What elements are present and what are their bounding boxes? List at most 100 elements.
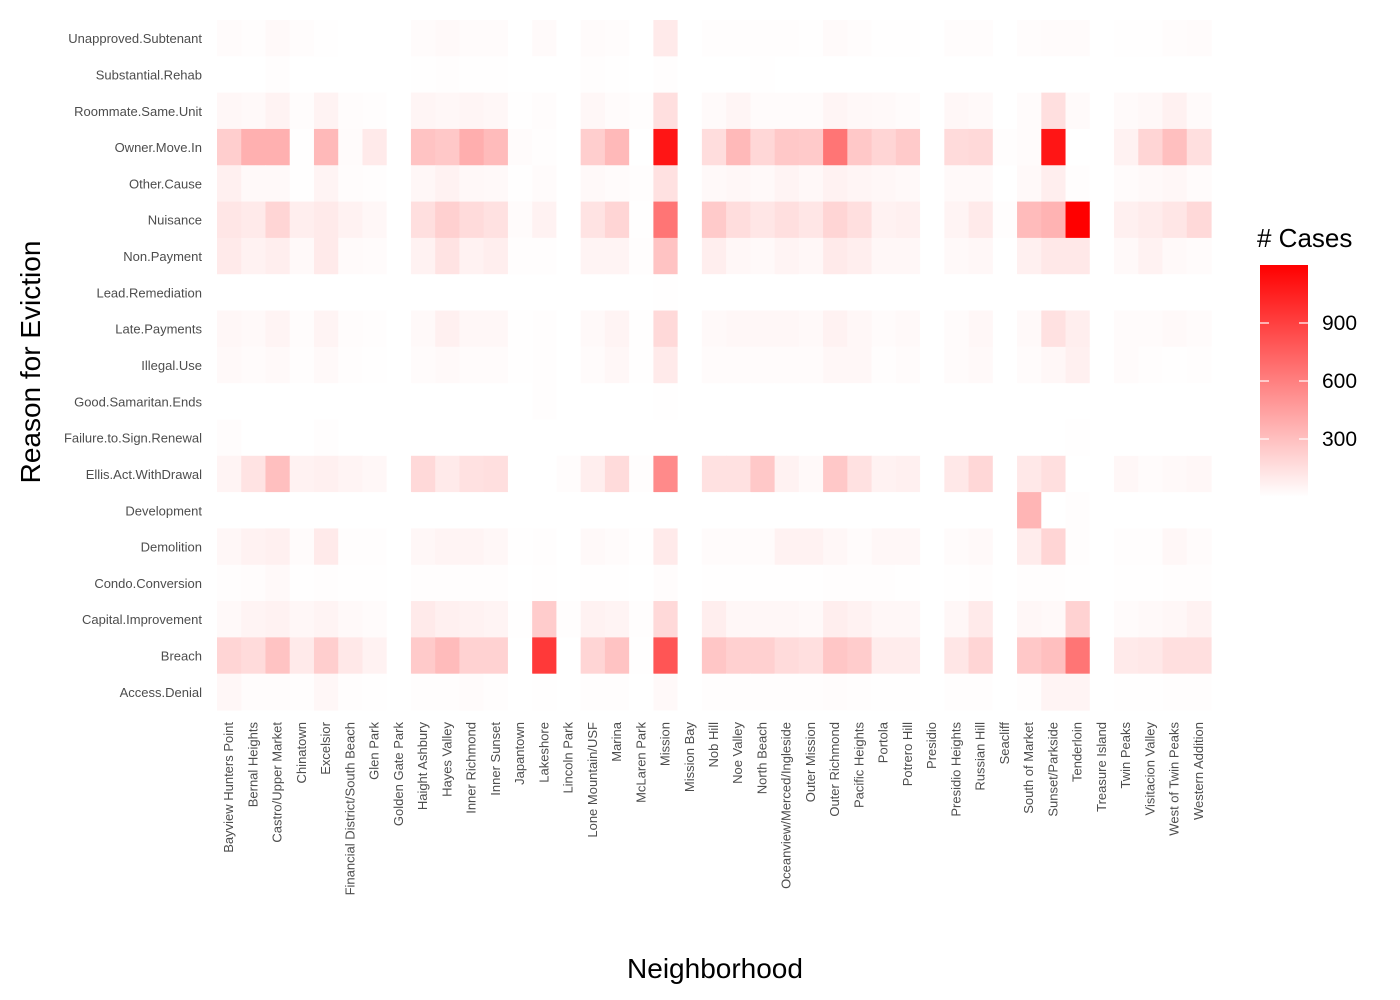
- heatmap-cell: [653, 92, 679, 130]
- heatmap-cell: [895, 383, 921, 421]
- heatmap-cell: [1162, 165, 1188, 203]
- heatmap-cell: [798, 528, 824, 566]
- heatmap-cell: [871, 201, 897, 239]
- heatmap-cell: [289, 92, 315, 130]
- heatmap-cell: [944, 20, 970, 57]
- heatmap-cell: [1114, 383, 1139, 421]
- heatmap-cell: [313, 637, 339, 675]
- heatmap-cell: [750, 165, 776, 203]
- x-tick-label: North Beach: [754, 722, 769, 794]
- heatmap-cell: [847, 637, 873, 675]
- heatmap-cell: [435, 128, 461, 166]
- heatmap-cell: [847, 346, 873, 384]
- heatmap-cell: [920, 455, 945, 493]
- heatmap-cell: [532, 528, 558, 566]
- heatmap-cell: [1041, 455, 1067, 493]
- heatmap-cell: [556, 455, 582, 493]
- heatmap-cell: [629, 310, 654, 348]
- heatmap-cell: [1065, 20, 1091, 57]
- heatmap-cell: [823, 528, 848, 566]
- heatmap-cell: [944, 201, 970, 239]
- heatmap-cell: [944, 564, 970, 602]
- heatmap-cell: [386, 20, 412, 57]
- heatmap-cell: [1017, 564, 1042, 602]
- heatmap-cell: [1089, 564, 1115, 602]
- heatmap-cell: [1065, 564, 1091, 602]
- x-tick-label: Mission Bay: [682, 722, 697, 793]
- heatmap-cell: [774, 128, 800, 166]
- heatmap-cell: [920, 383, 945, 421]
- heatmap-cell: [313, 20, 339, 57]
- heatmap-cell: [217, 165, 242, 203]
- heatmap-cell: [968, 165, 994, 203]
- heatmap-cell: [241, 346, 267, 384]
- heatmap-cell: [847, 92, 873, 130]
- heatmap-cell: [459, 383, 485, 421]
- heatmap-cell: [895, 310, 921, 348]
- heatmap-cell: [556, 528, 582, 566]
- heatmap-cell: [1089, 419, 1115, 457]
- heatmap-cell: [435, 601, 461, 638]
- heatmap-cell: [1138, 564, 1164, 602]
- heatmap-cell: [1162, 56, 1188, 94]
- heatmap-cell: [289, 383, 315, 421]
- heatmap-cell: [217, 528, 242, 566]
- y-axis-title: Reason for Eviction: [15, 241, 46, 484]
- heatmap-cell: [1138, 528, 1164, 566]
- heatmap-cell: [798, 201, 824, 239]
- y-tick-label: Ellis.Act.WithDrawal: [86, 467, 202, 482]
- heatmap-cell: [289, 310, 315, 348]
- heatmap-cell: [701, 492, 727, 530]
- heatmap-cell: [1186, 673, 1212, 711]
- x-tick-label: McLaren Park: [633, 722, 648, 803]
- heatmap-cell: [532, 310, 558, 348]
- heatmap-cell: [798, 274, 824, 312]
- heatmap-cell: [1162, 564, 1188, 602]
- heatmap-cell: [507, 20, 533, 57]
- heatmap-cell: [726, 346, 751, 384]
- heatmap-cell: [580, 673, 606, 711]
- heatmap-cell: [386, 564, 412, 602]
- heatmap-cell: [265, 419, 291, 457]
- heatmap-cell: [507, 637, 533, 675]
- heatmap-cell: [459, 56, 485, 94]
- heatmap-cell: [313, 237, 339, 275]
- heatmap-cell: [847, 492, 873, 530]
- heatmap-cell: [532, 673, 558, 711]
- y-tick-label: Good.Samaritan.Ends: [74, 394, 202, 409]
- heatmap-cell: [217, 383, 242, 421]
- heatmap-cell: [798, 673, 824, 711]
- heatmap-cell: [241, 383, 267, 421]
- heatmap-cell: [629, 56, 654, 94]
- heatmap-cell: [1186, 637, 1212, 675]
- x-tick-label: Golden Gate Park: [391, 722, 406, 827]
- heatmap-cell: [1186, 310, 1212, 348]
- heatmap-cell: [580, 419, 606, 457]
- heatmap-cell: [580, 346, 606, 384]
- heatmap-cell: [992, 528, 1018, 566]
- heatmap-cell: [313, 128, 339, 166]
- heatmap-cell: [338, 56, 364, 94]
- heatmap-cell: [604, 673, 630, 711]
- heatmap-cell: [1162, 383, 1188, 421]
- heatmap-cell: [1089, 455, 1115, 493]
- heatmap-cell: [750, 56, 776, 94]
- heatmap-cell: [629, 455, 654, 493]
- heatmap-cell: [217, 637, 242, 675]
- heatmap-cell: [556, 201, 582, 239]
- heatmap-cell: [895, 637, 921, 675]
- x-tick-label: Visitacion Valley: [1142, 722, 1157, 816]
- heatmap-cell: [968, 528, 994, 566]
- x-tick-label: Bayview Hunters Point: [221, 722, 236, 853]
- heatmap-cell: [1162, 419, 1188, 457]
- heatmap-cell: [556, 601, 582, 638]
- heatmap-cell: [895, 201, 921, 239]
- heatmap-cell: [532, 237, 558, 275]
- heatmap-cell: [701, 20, 727, 57]
- heatmap-cell: [1162, 92, 1188, 130]
- heatmap-cell: [289, 346, 315, 384]
- heatmap-cell: [217, 419, 242, 457]
- heatmap-cell: [677, 92, 703, 130]
- heatmap-cell: [1041, 237, 1067, 275]
- heatmap-cell: [992, 346, 1018, 384]
